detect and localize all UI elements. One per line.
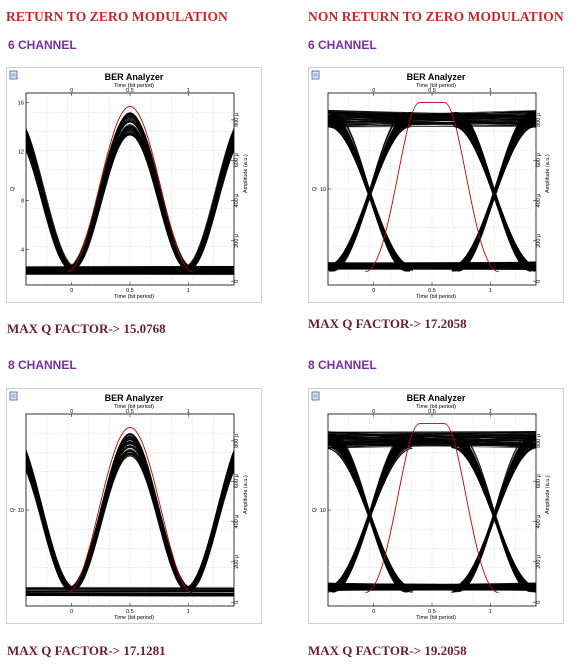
right-tick-label: 800 μ xyxy=(234,113,240,127)
bottom-x-tick-label: 0 xyxy=(70,288,73,294)
nrz-heading: NON RETURN TO ZERO MODULATION xyxy=(308,9,564,24)
right-axis-label: Amplitude (a.u.) xyxy=(243,154,249,193)
nrz-6-channel-label: 6 CHANNEL xyxy=(308,38,377,52)
bottom-axis-label: Time (bit period) xyxy=(416,294,456,300)
left-axis-label: Q xyxy=(312,186,318,191)
right-tick-label: 800 μ xyxy=(234,434,240,448)
right-tick-label: 400 μ xyxy=(536,515,542,529)
top-x-tick-label: 0.5 xyxy=(126,409,134,415)
window-icon xyxy=(311,391,320,401)
plot-title: BER Analyzer xyxy=(105,393,164,403)
top-x-tick-label: 0 xyxy=(372,409,375,415)
q-factor-curve xyxy=(365,102,499,273)
q-factor-curve xyxy=(67,426,193,594)
right-tick-label: 200 μ xyxy=(234,555,240,569)
right-tick-label: 600 μ xyxy=(234,474,240,488)
right-tick-label: 400 μ xyxy=(234,194,240,208)
top-x-tick-label: 1 xyxy=(187,409,190,415)
rz-8-channel-label: 8 CHANNEL xyxy=(8,358,77,372)
bottom-x-tick-label: 0.5 xyxy=(126,288,134,294)
right-tick-label: 200 μ xyxy=(234,234,240,248)
bottom-x-tick-label: 0.5 xyxy=(428,609,436,615)
top-x-tick-label: 1 xyxy=(489,88,492,94)
top-axis-label: Time (bit period) xyxy=(114,83,154,89)
plot-title: BER Analyzer xyxy=(407,72,466,82)
top-x-tick-label: 0.5 xyxy=(126,88,134,94)
bottom-x-tick-label: 1 xyxy=(489,609,492,615)
left-axis-label: Q xyxy=(312,507,318,512)
top-axis-label: Time (bit period) xyxy=(114,404,154,410)
top-x-tick-label: 0.5 xyxy=(428,409,436,415)
rz-8-channel-max-q: MAX Q FACTOR-> 17.1281 xyxy=(7,643,166,658)
left-axis-label: Q xyxy=(10,507,16,512)
rz-6-channel-max-q: MAX Q FACTOR-> 15.0768 xyxy=(7,321,166,336)
window-icon xyxy=(9,391,18,401)
rz-8-channel-eye-diagram: BER Analyzer Time (bit period) 0 0 0.5 0.5 1 1 T… xyxy=(6,388,262,624)
left-tick-label: 12 xyxy=(18,150,24,156)
top-x-tick-label: 0.5 xyxy=(428,88,436,94)
bottom-axis-label: Time (bit period) xyxy=(114,615,154,621)
right-tick-label: 0 xyxy=(234,280,240,283)
bottom-x-tick-label: 1 xyxy=(187,609,190,615)
right-tick-label: 0 xyxy=(536,280,542,283)
plot-title: BER Analyzer xyxy=(105,72,164,82)
left-tick-label: 8 xyxy=(21,199,24,205)
nrz-8-channel-eye-diagram: BER Analyzer Time (bit period) 0 0 0.5 0.5 1 1 T… xyxy=(308,388,564,624)
bottom-x-tick-label: 0.5 xyxy=(428,288,436,294)
grid xyxy=(26,414,234,606)
grid xyxy=(26,93,234,285)
eye-traces xyxy=(26,426,234,597)
right-tick-label: 200 μ xyxy=(536,555,542,569)
bottom-x-tick-label: 0.5 xyxy=(126,609,134,615)
bottom-x-tick-label: 0 xyxy=(372,288,375,294)
bottom-x-tick-label: 1 xyxy=(187,288,190,294)
bottom-x-tick-label: 0 xyxy=(372,609,375,615)
right-tick-label: 800 μ xyxy=(536,113,542,127)
left-tick-label: 4 xyxy=(21,247,24,253)
window-icon xyxy=(311,70,320,80)
top-axis-label: Time (bit period) xyxy=(416,404,456,410)
window-icon xyxy=(9,70,18,80)
top-x-tick-label: 0 xyxy=(372,88,375,94)
top-x-tick-label: 0 xyxy=(70,88,73,94)
bottom-x-tick-label: 0 xyxy=(70,609,73,615)
right-tick-label: 600 μ xyxy=(536,474,542,488)
right-axis-label: Amplitude (a.u.) xyxy=(545,154,551,193)
right-tick-label: 400 μ xyxy=(234,515,240,529)
rz-6-channel-eye-diagram: BER Analyzer Time (bit period) 0 0 0.5 0.5 1 1 T… xyxy=(6,67,262,303)
right-axis-label: Amplitude (a.u.) xyxy=(243,475,249,514)
q-factor-curve xyxy=(67,105,193,273)
left-tick-label: 10 xyxy=(320,187,326,193)
right-tick-label: 600 μ xyxy=(536,153,542,167)
right-tick-label: 800 μ xyxy=(536,434,542,448)
q-factor-curve xyxy=(365,423,499,594)
rz-6-channel-label: 6 CHANNEL xyxy=(8,38,77,52)
right-tick-label: 0 xyxy=(234,601,240,604)
left-tick-label: 10 xyxy=(320,508,326,514)
top-x-tick-label: 1 xyxy=(489,409,492,415)
right-tick-label: 200 μ xyxy=(536,234,542,248)
nrz-6-channel-max-q: MAX Q FACTOR-> 17.2058 xyxy=(308,316,467,331)
eye-traces xyxy=(328,102,536,273)
bottom-axis-label: Time (bit period) xyxy=(114,294,154,300)
bottom-x-tick-label: 1 xyxy=(489,288,492,294)
left-axis-label: Q xyxy=(10,186,16,191)
right-tick-label: 0 xyxy=(536,601,542,604)
top-x-tick-label: 0 xyxy=(70,409,73,415)
top-axis-label: Time (bit period) xyxy=(416,83,456,89)
left-tick-label: 10 xyxy=(18,508,24,514)
nrz-8-channel-label: 8 CHANNEL xyxy=(308,358,377,372)
bottom-axis-label: Time (bit period) xyxy=(416,615,456,621)
plot-title: BER Analyzer xyxy=(407,393,466,403)
nrz-6-channel-eye-diagram: BER Analyzer Time (bit period) 0 0 0.5 0.5 1 1 T… xyxy=(308,67,564,303)
nrz-8-channel-max-q: MAX Q FACTOR-> 19.2058 xyxy=(308,643,467,658)
eye-traces xyxy=(26,105,234,275)
eye-traces xyxy=(328,423,536,594)
rz-heading: RETURN TO ZERO MODULATION xyxy=(6,9,228,24)
top-x-tick-label: 1 xyxy=(187,88,190,94)
left-tick-label: 16 xyxy=(18,101,24,107)
right-axis-label: Amplitude (a.u.) xyxy=(545,475,551,514)
right-tick-label: 400 μ xyxy=(536,194,542,208)
right-tick-label: 600 μ xyxy=(234,153,240,167)
